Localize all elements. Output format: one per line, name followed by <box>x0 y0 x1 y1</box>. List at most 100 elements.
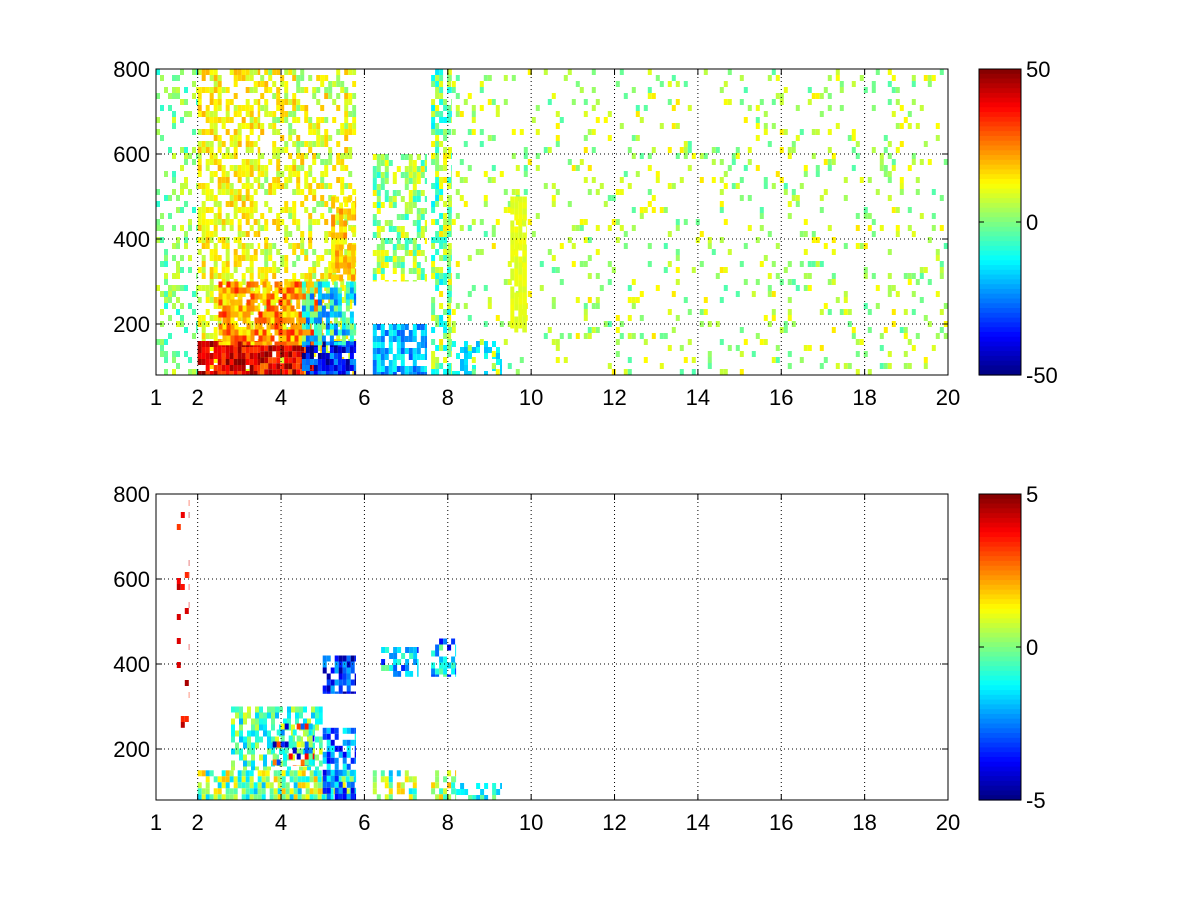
heatmap-cell <box>583 237 588 243</box>
heatmap-cell <box>338 667 343 674</box>
heatmap-cell <box>420 372 425 375</box>
heatmap-cell <box>242 329 247 336</box>
heatmap-cell <box>563 357 568 363</box>
heatmap-cell <box>787 309 792 315</box>
heatmap-cell <box>221 267 226 273</box>
heatmap-cell <box>205 183 210 189</box>
heatmap-cell <box>292 93 297 99</box>
heatmap-cell <box>333 359 338 365</box>
heatmap-cell <box>424 372 427 375</box>
heatmap-cell <box>335 250 340 257</box>
heatmap-cell <box>233 776 238 783</box>
heatmap-cell <box>325 365 330 371</box>
heatmap-cell <box>468 795 473 800</box>
heatmap-cell <box>254 317 259 324</box>
heatmap-cell <box>492 789 497 795</box>
heatmap-cell <box>460 347 464 353</box>
heatmap-cell <box>201 69 206 75</box>
heatmap-cell <box>250 329 255 336</box>
heatmap-cell <box>439 87 444 93</box>
colorbar-segment <box>979 790 1021 796</box>
heatmap-cell <box>607 135 612 141</box>
heatmap-cell <box>412 238 417 244</box>
heatmap-cell <box>284 255 289 261</box>
heatmap-cell <box>372 220 377 226</box>
heatmap-cell <box>795 105 800 111</box>
heatmap-cell <box>408 268 413 274</box>
heatmap-cell <box>451 249 452 255</box>
heatmap-cell <box>342 793 347 800</box>
heatmap-cell <box>342 673 347 680</box>
heatmap-cell <box>258 323 263 330</box>
heatmap-cell <box>245 347 250 353</box>
heatmap-cell <box>350 655 355 662</box>
heatmap-cell <box>233 141 238 147</box>
heatmap-cell <box>404 178 409 184</box>
heatmap-cell <box>283 754 287 761</box>
heatmap-cell <box>284 117 289 123</box>
heatmap-cell <box>309 788 314 795</box>
heatmap-cell <box>514 202 519 209</box>
heatmap-cell <box>288 171 293 177</box>
heatmap-cell <box>205 291 210 297</box>
heatmap-cell <box>281 770 286 777</box>
heatmap-cell <box>412 330 417 336</box>
heatmap-cell <box>727 99 732 105</box>
heatmap-cell <box>354 727 356 734</box>
heatmap-cell <box>308 117 313 123</box>
heatmap-cell <box>342 763 347 770</box>
heatmap-cell <box>396 782 401 789</box>
heatmap-cell <box>197 99 202 105</box>
heatmap-cell <box>555 141 560 147</box>
heatmap-cell <box>400 354 405 360</box>
heatmap-cell <box>555 189 560 195</box>
heatmap-cell <box>615 219 620 225</box>
heatmap-cell <box>483 285 488 291</box>
heatmap-cell <box>595 189 600 195</box>
heatmap-cell <box>435 794 440 801</box>
heatmap-cell <box>188 303 192 309</box>
heatmap-cell <box>251 760 255 767</box>
heatmap-cell <box>270 299 275 306</box>
heatmap-cell <box>727 345 732 351</box>
heatmap-cell <box>412 348 417 354</box>
heatmap-cell <box>500 365 502 371</box>
heatmap-cell <box>431 303 436 309</box>
heatmap-cell <box>257 135 261 141</box>
heatmap-cell <box>332 117 337 123</box>
heatmap-cell <box>272 93 277 99</box>
heatmap-cell <box>238 335 243 342</box>
heatmap-cell <box>344 129 349 135</box>
heatmap-cell <box>675 279 680 285</box>
heatmap-cell <box>233 69 238 75</box>
heatmap-cell <box>835 123 840 129</box>
heatmap-cell <box>895 147 900 153</box>
heatmap-cell <box>270 305 275 312</box>
heatmap-cell <box>289 794 294 801</box>
heatmap-cell <box>249 147 254 153</box>
heatmap-cell <box>791 189 796 195</box>
heatmap-cell <box>388 342 393 348</box>
heatmap-cell <box>347 250 352 257</box>
heatmap-cell <box>514 322 519 329</box>
heatmap-cell <box>337 305 342 312</box>
heatmap-cell <box>887 195 892 201</box>
heatmap-cell <box>286 311 291 318</box>
heatmap-cell <box>739 261 744 267</box>
heatmap-cell <box>266 305 271 312</box>
heatmap-cell <box>526 286 527 293</box>
x-tick-label: 4 <box>275 810 287 835</box>
heatmap-cell <box>887 351 892 357</box>
heatmap-cell <box>229 788 234 795</box>
x-tick-label: 10 <box>519 385 543 410</box>
heatmap-cell <box>324 345 329 351</box>
heatmap-cell <box>309 335 314 342</box>
heatmap-cell <box>927 81 932 87</box>
heatmap-cell <box>500 371 502 375</box>
heatmap-cell <box>787 315 792 321</box>
heatmap-cell <box>376 190 381 196</box>
colorbar-segment <box>979 169 1021 175</box>
heatmap-cell <box>213 285 218 291</box>
heatmap-cell <box>304 741 309 748</box>
heatmap-cell <box>827 159 832 165</box>
